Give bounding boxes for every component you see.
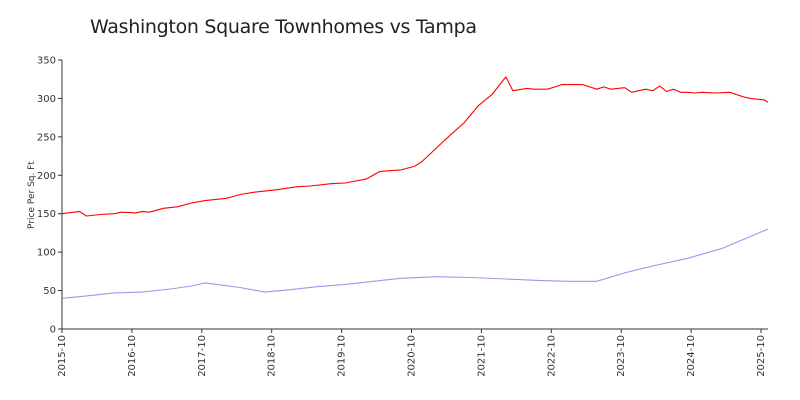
y-tick-label: 100 bbox=[37, 248, 56, 259]
series-line-tampa bbox=[61, 76, 769, 217]
y-tick-label: 150 bbox=[37, 209, 56, 220]
x-tick-label: 2024-10 bbox=[686, 335, 697, 377]
chart-title: Washington Square Townhomes vs Tampa bbox=[90, 16, 477, 38]
y-tick-label: 0 bbox=[50, 325, 56, 336]
y-axis-title: Price Per Sq. Ft bbox=[27, 161, 37, 229]
y-tick-label: 300 bbox=[37, 94, 56, 105]
x-axis: 2015-10 2016-10 2017-10 2018-10 2019-10 2020-… bbox=[57, 328, 768, 377]
x-tick-label: 2018-10 bbox=[267, 335, 278, 377]
x-tick-label: 2023-10 bbox=[616, 335, 627, 377]
y-tick-label: 350 bbox=[37, 56, 56, 67]
x-tick-label: 2022-10 bbox=[546, 335, 557, 377]
x-tick-label: 2016-10 bbox=[127, 335, 138, 377]
y-tick-label: 200 bbox=[37, 171, 56, 182]
series-layer bbox=[61, 76, 769, 299]
series-line-washington-square-townhomes bbox=[61, 228, 769, 299]
x-tick-label: 2015-10 bbox=[57, 335, 68, 377]
x-tick-label: 2017-10 bbox=[197, 335, 208, 377]
x-tick-label: 2020-10 bbox=[407, 335, 418, 377]
y-tick-label: 250 bbox=[37, 132, 56, 143]
x-tick-label: 2025-10 bbox=[756, 335, 767, 377]
x-tick-label: 2021-10 bbox=[476, 335, 487, 377]
y-axis: 0 50 100 150 200 250 300 350 bbox=[37, 56, 63, 336]
y-tick-label: 50 bbox=[43, 286, 56, 297]
x-tick-label: 2019-10 bbox=[337, 335, 348, 377]
